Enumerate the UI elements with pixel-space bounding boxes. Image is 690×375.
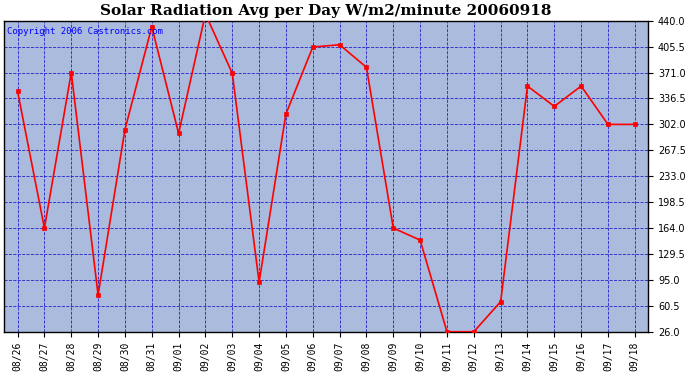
Title: Solar Radiation Avg per Day W/m2/minute 20060918: Solar Radiation Avg per Day W/m2/minute … <box>101 4 552 18</box>
Text: Copyright 2006 Castronics.com: Copyright 2006 Castronics.com <box>8 27 164 36</box>
